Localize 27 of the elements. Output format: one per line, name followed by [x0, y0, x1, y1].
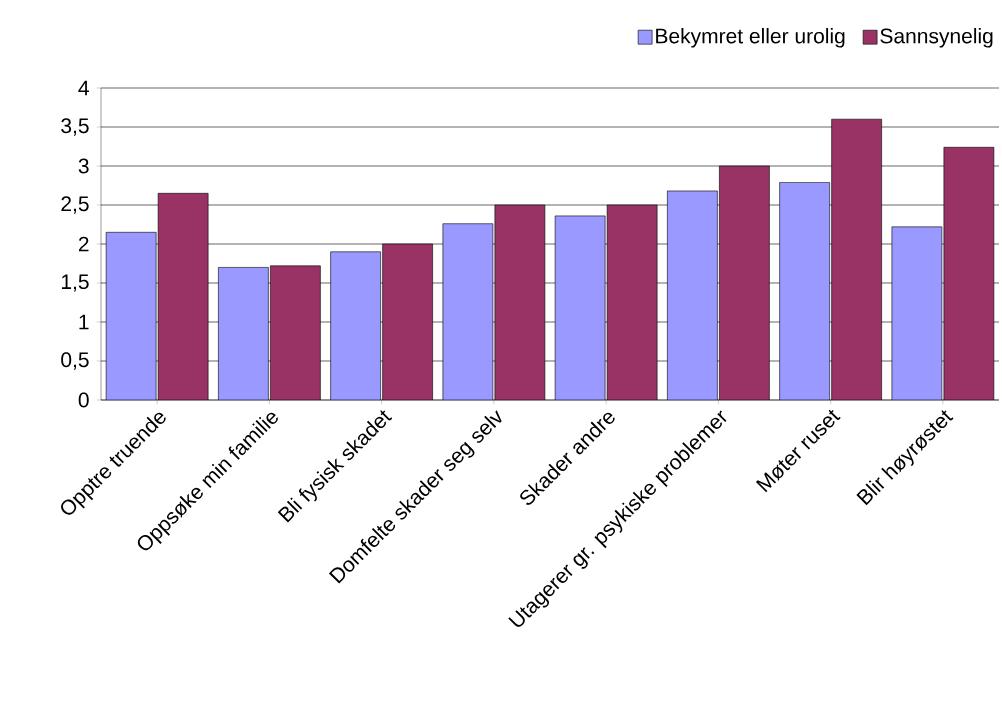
y-tick-label: 3 — [78, 158, 89, 174]
bar — [494, 204, 546, 400]
bar — [943, 146, 995, 400]
y-tick-label: 2 — [78, 236, 89, 252]
legend-label: Bekymret eller urolig — [656, 28, 845, 48]
bar — [667, 190, 718, 400]
legend-label: Sannsynelig — [880, 28, 993, 48]
y-tick-label: 2,5 — [61, 196, 89, 214]
bar — [606, 204, 658, 400]
bar — [157, 193, 209, 400]
y-tick-label: 1 — [79, 314, 89, 330]
bar — [719, 165, 770, 400]
bar — [330, 251, 381, 400]
bar — [218, 267, 269, 400]
bar — [442, 223, 494, 400]
bar — [382, 243, 433, 400]
bar — [554, 215, 606, 400]
bar — [831, 118, 882, 400]
bar — [105, 232, 157, 400]
y-tick-label: 1,5 — [61, 274, 89, 292]
bar — [779, 182, 830, 400]
bar — [270, 265, 321, 400]
y-tick-label: 4 — [78, 80, 89, 96]
y-tick-label: 3,5 — [61, 118, 89, 136]
y-tick-label: 0 — [78, 392, 89, 408]
y-tick-label: 0,5 — [61, 352, 89, 370]
bar — [891, 226, 943, 400]
